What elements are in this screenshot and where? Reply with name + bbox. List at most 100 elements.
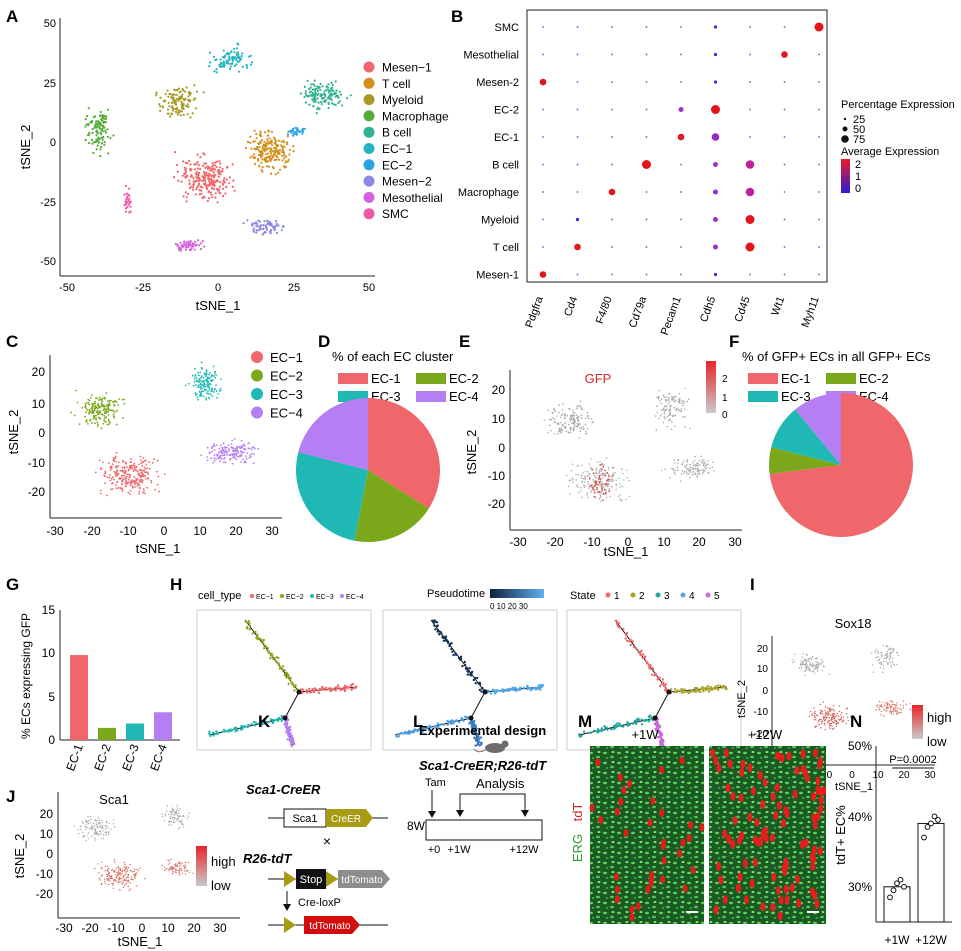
tsne-point <box>889 661 891 663</box>
tsne-point <box>242 443 245 446</box>
tsne-point <box>673 471 676 474</box>
tsne-point <box>200 376 203 379</box>
tsne-point <box>215 458 218 460</box>
tsne-point <box>704 464 707 467</box>
panel-e-letter: E <box>459 332 470 351</box>
trajectory-cell <box>466 673 469 676</box>
tsne-point <box>208 197 211 200</box>
tsne-point <box>200 385 203 388</box>
tsne-point <box>223 177 226 180</box>
tsne-point <box>681 462 684 464</box>
tsne-point <box>592 472 595 474</box>
tsne-point <box>219 162 222 165</box>
legend-label: Myeloid <box>382 93 423 107</box>
tsne-point <box>97 413 99 416</box>
tsne-point <box>909 703 911 705</box>
tsne-point <box>577 404 580 407</box>
tsne-point <box>216 454 219 456</box>
tsne-point <box>255 229 258 232</box>
trajectory-cell <box>274 718 277 722</box>
tsne-point <box>317 101 320 104</box>
tsne-point <box>580 427 583 429</box>
trajectory-cell <box>670 688 673 691</box>
tsne-point <box>125 866 127 868</box>
tsne-point <box>209 167 212 170</box>
tsne-point <box>106 869 109 871</box>
tsne-point <box>206 378 209 380</box>
tsne-point <box>126 473 129 476</box>
tsne-point <box>161 864 163 866</box>
tsne-point <box>814 668 816 670</box>
tsne-point <box>94 400 96 403</box>
tsne-point <box>591 486 593 488</box>
tsne-point <box>144 474 147 477</box>
tsne-point <box>166 108 170 111</box>
tsne-point <box>605 482 608 485</box>
tsne-point <box>561 429 564 432</box>
trajectory-cell <box>248 622 251 625</box>
trajectory-cell <box>661 681 664 685</box>
tsne-point <box>263 230 267 234</box>
tsne-point <box>216 396 219 399</box>
dotplot-dot <box>781 51 788 58</box>
tsne-point <box>209 191 212 194</box>
tsne-point <box>811 713 813 715</box>
tsne-point <box>82 831 84 834</box>
tsne-point <box>587 496 589 499</box>
tsne-point <box>201 383 204 386</box>
tsne-point <box>139 480 141 482</box>
tsne-point <box>143 459 146 462</box>
legend-swatch <box>680 592 686 598</box>
dotplot-dot <box>783 191 786 193</box>
tsne-point <box>877 650 879 653</box>
tdt-cell <box>623 829 629 837</box>
tsne-point <box>104 470 107 472</box>
tsne-point <box>189 185 193 188</box>
trajectory-cell <box>264 721 268 724</box>
tsne-point <box>89 397 92 399</box>
tsne-point <box>111 868 114 871</box>
panel-i-letter: I <box>750 575 755 594</box>
tsne-point <box>612 466 614 469</box>
trajectory-cell <box>400 731 403 735</box>
tsne-point <box>96 421 99 424</box>
tsne-point <box>101 400 104 403</box>
panel-i-ytick: 10 <box>757 664 769 675</box>
trajectory-cell <box>463 715 467 718</box>
tsne-point <box>192 188 195 191</box>
panel-c-ytick: 20 <box>32 365 46 379</box>
legend-swatch <box>605 592 611 598</box>
tsne-point <box>818 664 820 666</box>
trajectory-cell <box>343 687 346 690</box>
tsne-point <box>845 723 847 725</box>
tsne-point <box>267 129 270 132</box>
tsne-point <box>608 468 610 471</box>
tsne-point <box>221 182 224 185</box>
tdt-cell <box>800 840 805 849</box>
tsne-point <box>184 90 187 93</box>
tsne-point <box>139 468 142 471</box>
trajectory-cell <box>410 730 413 733</box>
tsne-point <box>228 448 230 451</box>
dotplot-col-label: Cdh5 <box>698 295 718 324</box>
tsne-point <box>106 494 108 497</box>
tsne-point <box>114 466 117 469</box>
trajectory-cell <box>707 690 711 693</box>
mouse-icon <box>473 740 509 753</box>
trajectory-cell <box>656 678 659 681</box>
tdt-cell <box>710 748 716 758</box>
tsne-point <box>182 243 185 246</box>
tsne-point <box>223 454 226 456</box>
tsne-point <box>93 833 95 836</box>
tsne-point <box>92 151 95 155</box>
dotplot-col-label: Cd79a <box>627 294 650 329</box>
tsne-point <box>99 824 102 827</box>
tsne-point <box>228 182 231 185</box>
tsne-point <box>201 380 204 383</box>
tsne-point <box>297 128 300 131</box>
tsne-point <box>819 709 822 712</box>
tsne-point <box>99 148 102 151</box>
tsne-point <box>249 454 252 457</box>
tsne-point <box>674 473 676 476</box>
tsne-point <box>682 400 685 403</box>
